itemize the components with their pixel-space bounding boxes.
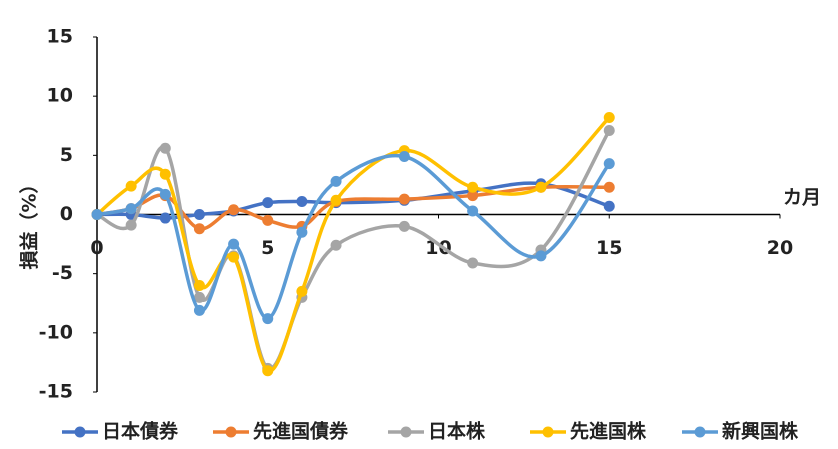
data-point bbox=[193, 223, 205, 235]
data-point bbox=[398, 151, 410, 163]
data-point bbox=[330, 194, 342, 206]
data-point bbox=[603, 200, 615, 212]
data-point bbox=[262, 365, 274, 377]
series-line bbox=[95, 116, 611, 373]
x-tick-label: 0 bbox=[90, 237, 103, 259]
data-point bbox=[125, 219, 137, 231]
x-tick-label: 15 bbox=[596, 237, 622, 259]
data-point bbox=[228, 238, 240, 250]
legend-marker bbox=[694, 426, 706, 438]
data-point bbox=[467, 257, 479, 269]
data-point bbox=[228, 204, 240, 216]
data-point bbox=[193, 280, 205, 291]
legend-marker bbox=[542, 426, 554, 438]
data-point bbox=[125, 180, 137, 192]
y-tick-label: -15 bbox=[39, 381, 73, 403]
data-point bbox=[262, 214, 274, 226]
data-point bbox=[467, 181, 479, 193]
data-point bbox=[398, 220, 410, 232]
data-point bbox=[159, 168, 171, 180]
y-tick-label: 10 bbox=[47, 85, 73, 107]
data-point bbox=[228, 251, 240, 263]
legend-label: 先進国債券 bbox=[253, 420, 349, 443]
data-point bbox=[159, 142, 171, 154]
y-tick-label: -10 bbox=[39, 321, 73, 343]
data-point bbox=[262, 313, 274, 325]
legend-marker bbox=[400, 426, 412, 438]
legend-marker bbox=[225, 426, 237, 438]
data-point bbox=[603, 111, 615, 123]
data-point bbox=[193, 291, 205, 303]
data-point bbox=[467, 190, 479, 202]
data-point bbox=[603, 124, 615, 136]
data-point bbox=[330, 239, 342, 251]
legend-label: 先進国株 bbox=[570, 420, 647, 443]
y-tick-label: 0 bbox=[60, 203, 73, 225]
data-point bbox=[159, 212, 171, 224]
x-tick-label: 5 bbox=[261, 237, 274, 259]
x-tick-label: 20 bbox=[767, 237, 793, 259]
x-axis-label: カ月 bbox=[783, 187, 821, 209]
data-point bbox=[603, 158, 615, 170]
y-tick-label: 15 bbox=[47, 26, 73, 48]
data-point bbox=[296, 195, 308, 207]
data-point bbox=[603, 181, 615, 193]
legend-marker bbox=[74, 426, 86, 438]
data-point bbox=[159, 188, 171, 200]
data-point bbox=[262, 197, 274, 209]
data-point bbox=[330, 175, 342, 187]
data-point bbox=[91, 209, 103, 220]
x-tick-label: 10 bbox=[425, 237, 451, 259]
data-point bbox=[535, 250, 547, 262]
data-point bbox=[193, 304, 205, 316]
data-point bbox=[535, 181, 547, 193]
legend-label: 日本株 bbox=[428, 420, 486, 443]
legend-label: 新興国株 bbox=[722, 420, 799, 443]
data-point bbox=[125, 203, 137, 215]
data-point bbox=[296, 226, 308, 238]
data-point bbox=[193, 209, 205, 220]
series-line bbox=[96, 129, 611, 371]
data-point bbox=[296, 285, 308, 297]
y-tick-label: 5 bbox=[60, 144, 73, 166]
y-axis-label: 損益（%） bbox=[18, 174, 41, 269]
y-tick-label: -5 bbox=[52, 262, 73, 284]
data-point bbox=[398, 193, 410, 205]
data-point bbox=[467, 205, 479, 217]
legend-label: 日本債券 bbox=[102, 420, 179, 443]
